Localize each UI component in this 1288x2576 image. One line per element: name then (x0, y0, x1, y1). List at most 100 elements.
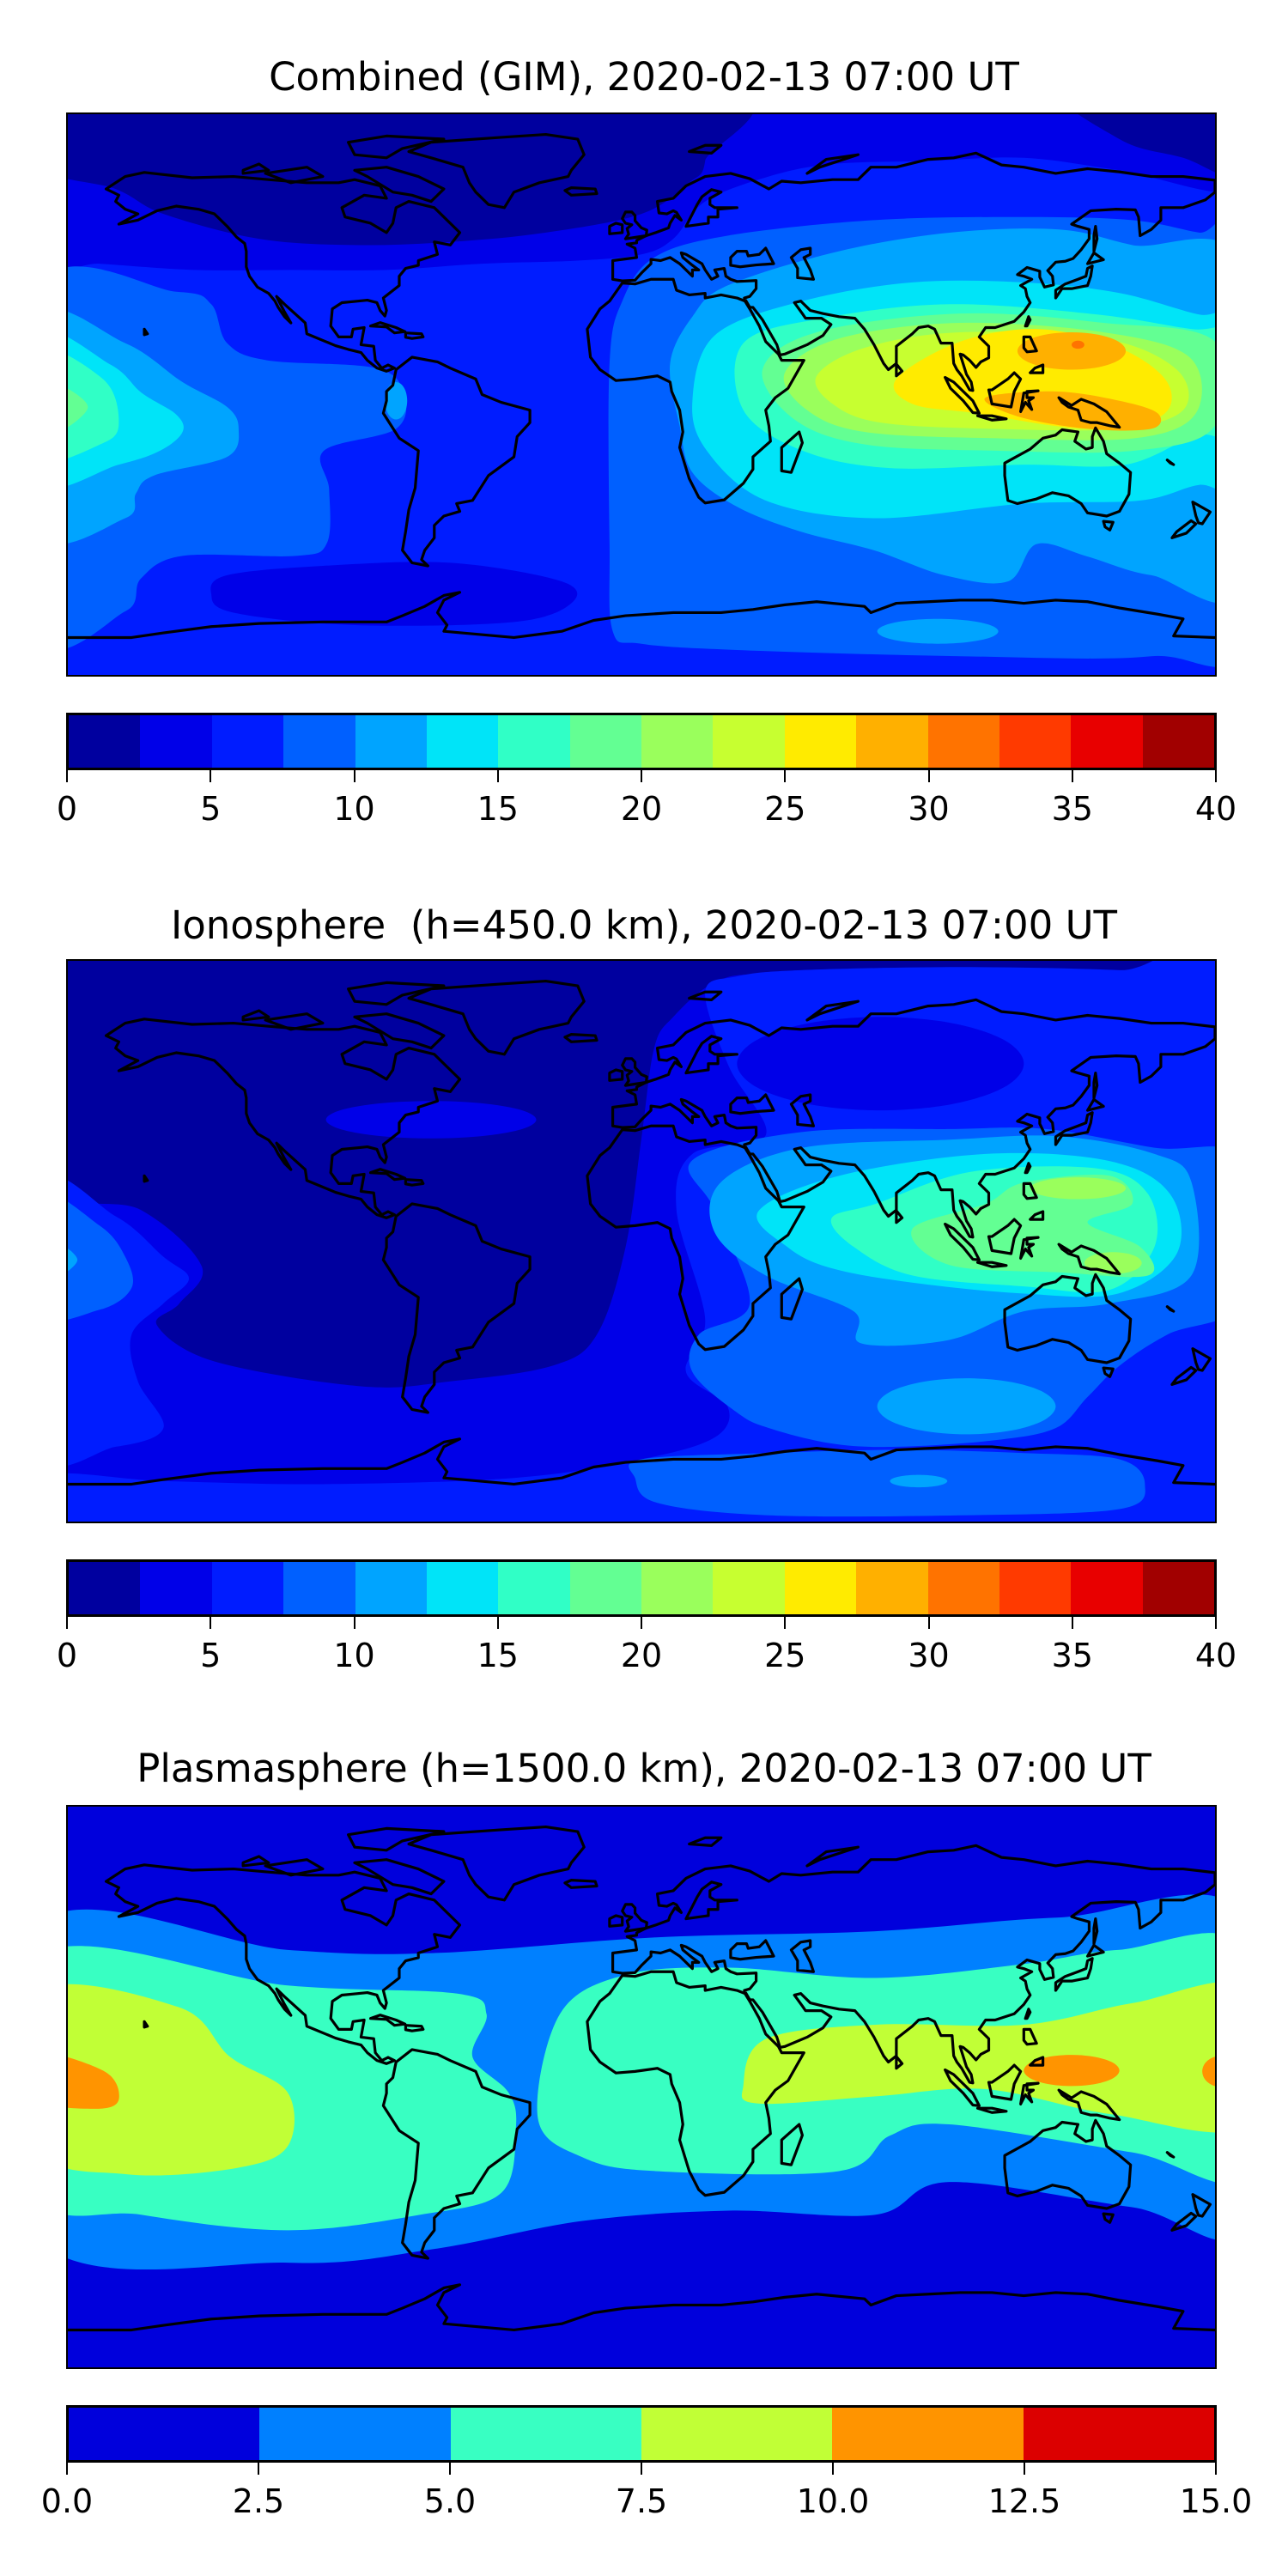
coastline (1059, 398, 1120, 427)
coastline (1024, 337, 1036, 351)
contour-level-3 (629, 1449, 1145, 1517)
colorbar-bin (69, 1562, 141, 1614)
colorbar-tick (1024, 2463, 1025, 2475)
contour-level-4 (385, 381, 408, 420)
coastline (405, 2026, 422, 2032)
colorbar-tick-label: 40 (1194, 790, 1237, 828)
coastline (371, 323, 405, 333)
coastline (1030, 2057, 1043, 2065)
colorbar-tick-label: 5.0 (423, 2482, 477, 2520)
coastline (68, 2285, 1215, 2330)
coastline (409, 981, 584, 1054)
coastline (565, 1035, 597, 1042)
colorbar-bin (784, 715, 857, 768)
colorbar-bin (283, 1562, 355, 1614)
coastline (623, 1905, 647, 1931)
colorbar-bin (69, 715, 141, 768)
coastline (731, 1095, 774, 1114)
colorbar-tick (258, 2463, 259, 2475)
colorbar-tick (496, 1617, 499, 1629)
coastline (565, 188, 597, 196)
panel-2-colorbar (66, 1559, 1217, 1617)
colorbar-bin (641, 1562, 714, 1614)
coastline (383, 2050, 530, 2258)
colorbar-tick-label: 30 (908, 1637, 950, 1674)
colorbar-bin (856, 1562, 928, 1614)
colorbar-bin (426, 1562, 499, 1614)
colorbar-bin (569, 715, 641, 768)
colorbar-tick (1071, 1617, 1073, 1629)
coastline (807, 1847, 858, 1866)
coastline (355, 167, 444, 202)
coastline (1024, 1183, 1036, 1198)
coastline (1167, 460, 1173, 465)
coastline (1193, 1349, 1210, 1370)
coastline (613, 999, 1215, 1236)
coastline (1172, 2213, 1196, 2230)
coastline (791, 1941, 813, 1971)
colorbar-tick-label: 40 (1194, 1637, 1237, 1674)
contour-level-7 (68, 388, 88, 428)
contour-level-1 (737, 1017, 1024, 1111)
coastline (409, 135, 584, 208)
contour-level-0 (68, 961, 1215, 1388)
coastline (1193, 2195, 1210, 2216)
colorbar-bin (1142, 1562, 1214, 1614)
coastline (371, 2015, 405, 2026)
coastline (355, 1014, 444, 1048)
coastline (405, 1180, 422, 1186)
coastline (1088, 252, 1104, 264)
colorbar-tick (927, 770, 930, 782)
colorbar-tick-label: 30 (908, 790, 950, 828)
contour-level-1 (210, 562, 578, 626)
coastline (686, 190, 737, 227)
coastline (371, 1170, 405, 1180)
coastline (1172, 1367, 1196, 1384)
coastline (1025, 1163, 1030, 1173)
colorbar-tick (1071, 770, 1073, 782)
coastline (610, 223, 623, 234)
colorbar-tick-label: 7.5 (615, 2482, 668, 2520)
colorbar-bin (832, 2408, 1024, 2460)
colorbar-bin (1071, 715, 1143, 768)
coastline (565, 1880, 597, 1888)
colorbar-tick (1215, 1617, 1217, 1629)
contour-level-4 (877, 1378, 1056, 1435)
colorbar-tick-label: 12.5 (987, 2482, 1061, 2520)
colorbar-tick-label: 10 (333, 790, 375, 828)
coastline (1167, 1307, 1173, 1311)
coastline (68, 1439, 1215, 1485)
coastline (807, 155, 858, 173)
coastline (1193, 502, 1210, 524)
colorbar-bin (355, 1562, 427, 1614)
colorbar-tick (210, 1617, 212, 1629)
coastline (1055, 1113, 1092, 1145)
coastline (781, 432, 802, 472)
panel-2-title: Ionosphere (h=450.0 km), 2020-02-13 07:0… (170, 902, 1118, 948)
coastline (243, 1856, 269, 1866)
colorbar-tick-label: 35 (1051, 1637, 1093, 1674)
colorbar-bin (450, 2408, 641, 2460)
coastline (731, 1941, 774, 1959)
coastline (690, 145, 721, 153)
contour-level-4 (877, 618, 999, 644)
coastline (791, 248, 813, 279)
coastline (945, 378, 980, 414)
coastline (349, 1828, 444, 1850)
coastline (383, 357, 530, 566)
colorbar-bin (927, 1562, 999, 1614)
coastline (265, 1014, 323, 1030)
colorbar-tick-label: 35 (1051, 790, 1093, 828)
colorbar-tick-label: 2.5 (232, 2482, 285, 2520)
coastline (409, 1827, 584, 1900)
coastline (781, 1279, 802, 1319)
coastline (1088, 1945, 1104, 1956)
colorbar-tick-label: 15 (477, 790, 519, 828)
coastline (1103, 521, 1113, 530)
coastline (1030, 1212, 1043, 1219)
contour-level-12 (1072, 340, 1084, 349)
colorbar-tick (66, 770, 68, 782)
coastline (106, 1019, 460, 1218)
colorbar-tick-label: 5 (200, 790, 222, 828)
coastline (613, 1845, 1215, 2082)
